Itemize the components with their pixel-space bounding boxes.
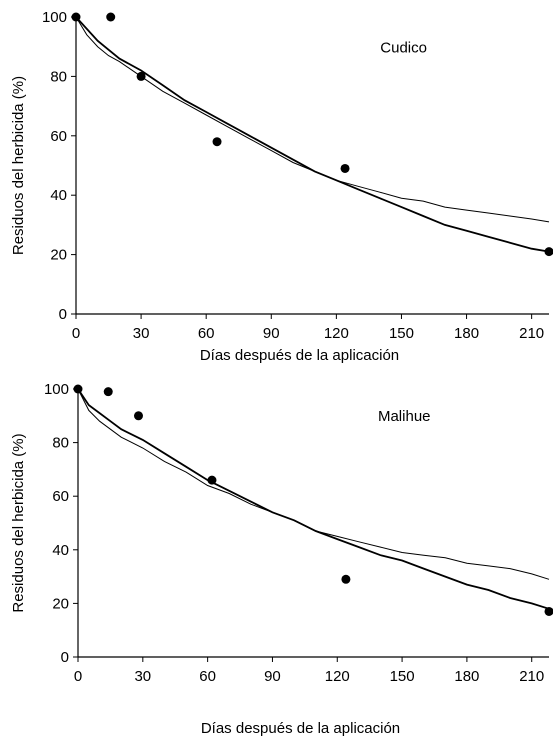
data-point [545, 247, 553, 256]
data-point [341, 575, 350, 584]
data-point [207, 476, 216, 485]
x-tick-label: 180 [454, 668, 479, 685]
panel-label: Malihue [378, 408, 431, 425]
fitted-curve-thick [76, 17, 549, 252]
x-tick-label: 30 [134, 668, 151, 685]
x-tick-label: 210 [519, 325, 544, 342]
y-tick-label: 40 [52, 542, 69, 559]
data-point [134, 411, 143, 420]
x-tick-label: 60 [198, 325, 215, 342]
fitted-curve-thin [78, 389, 549, 579]
chart-panel-2: 0 20 40 60 80 100 0 30 60 90 120 150 180 210 Días desp… [10, 381, 553, 737]
x-tick-label: 0 [72, 325, 80, 342]
data-point [341, 164, 350, 173]
y-tick-label: 20 [52, 595, 69, 612]
panel-label: Cudico [380, 40, 427, 57]
y-tick-label: 60 [52, 488, 69, 505]
x-tick-label: 210 [519, 668, 544, 685]
y-tick-label: 80 [50, 68, 67, 85]
x-tick-label: 180 [454, 325, 479, 342]
x-axis-title: Días después de la aplicación [200, 347, 399, 364]
y-axis-title: Residuos del herbicida (%) [10, 76, 27, 255]
y-tick-label: 100 [42, 9, 67, 26]
x-tick-label: 0 [74, 668, 82, 685]
y-tick-label: 80 [52, 435, 69, 452]
x-axis-title: Días después de la aplicación [201, 720, 400, 737]
data-point [104, 387, 113, 396]
x-tick-label: 30 [133, 325, 150, 342]
chart-panel-1: 0 20 40 60 80 100 0 30 60 90 120 150 180 210 Días desp… [10, 9, 553, 364]
x-tick-label: 120 [325, 668, 350, 685]
y-tick-label: 100 [44, 381, 69, 398]
data-point [106, 13, 115, 22]
data-point [74, 385, 83, 394]
x-tick-label: 150 [389, 325, 414, 342]
y-tick-label: 0 [61, 649, 69, 666]
x-tick-label: 90 [264, 668, 281, 685]
data-point [72, 13, 81, 22]
x-tick-label: 120 [324, 325, 349, 342]
data-point [137, 72, 146, 81]
x-tick-label: 150 [390, 668, 415, 685]
fitted-curve-thick [78, 389, 549, 609]
y-tick-label: 20 [50, 247, 67, 264]
y-tick-label: 40 [50, 187, 67, 204]
x-tick-label: 90 [263, 325, 280, 342]
y-tick-label: 60 [50, 128, 67, 145]
y-axis-title: Residuos del herbicida (%) [10, 433, 27, 612]
fitted-curve-thin [76, 17, 549, 222]
x-tick-label: 60 [199, 668, 216, 685]
y-tick-label: 0 [59, 306, 67, 323]
data-point [213, 137, 222, 146]
